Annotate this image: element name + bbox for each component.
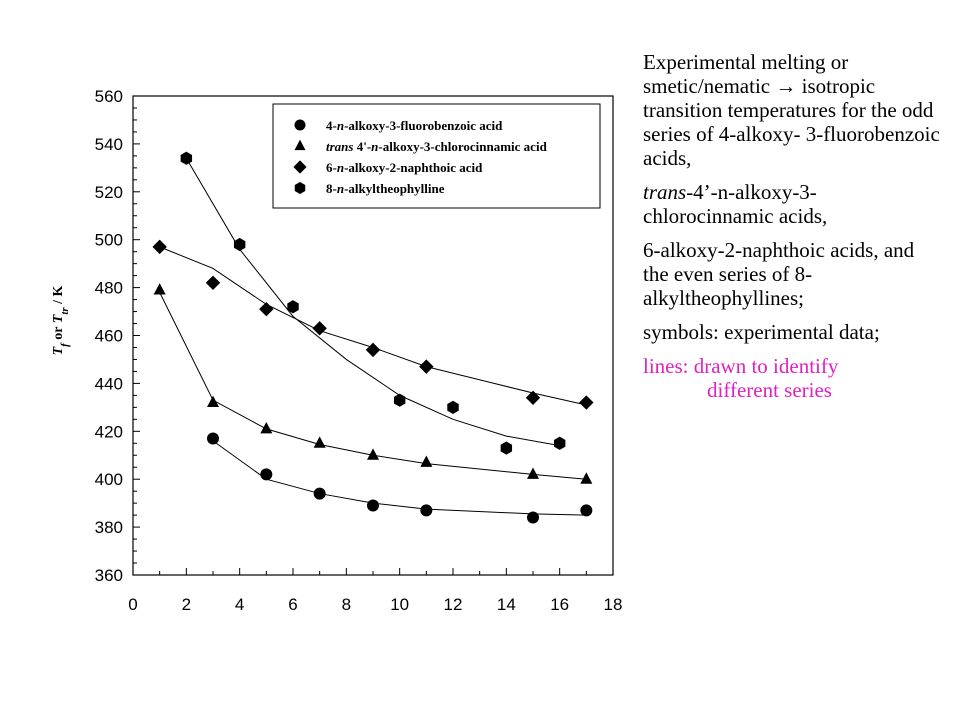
data-point-hexagon [233,237,246,252]
x-tick-label: 2 [182,595,191,614]
data-point-triangle [580,472,593,484]
y-tick-label: 420 [95,422,123,441]
data-point-triangle [313,436,326,448]
data-point-triangle [527,467,539,479]
series-line [159,292,587,480]
label-part: or [51,323,66,343]
label-part: n [337,181,344,196]
y-tick-label: 560 [95,87,123,106]
data-point-hexagon [500,441,513,455]
y-tick-label: 500 [95,231,123,250]
lines-note-line-1: lines: drawn to identify [643,354,839,378]
label-part: 4'- [353,139,371,154]
legend-marker-circle [294,119,306,131]
legend-box [272,103,601,209]
legend-label: 8-n-alkyltheophylline [326,181,445,196]
label-part: / K [51,285,66,307]
description-paragraph-2-rest: -4’-n-alkoxy-3-chlorocinnamic acids, [643,180,828,228]
data-point-circle [260,468,273,481]
data-point-triangle [367,448,379,460]
series-circle [207,432,593,524]
x-tick-label: 4 [235,595,244,614]
data-point-circle [207,432,219,445]
data-point-diamond [152,239,167,255]
data-point-circle [420,504,433,517]
label-part: -alkoxy-3-chlorocinnamic acid [378,139,547,154]
x-tick-label: 6 [288,595,297,614]
data-point-circle [580,504,593,517]
series-diamond [152,239,594,410]
label-part: -alkoxy-2-naphthoic acid [344,160,483,175]
y-tick-label: 540 [95,135,123,154]
data-point-circle [367,499,379,512]
label-part: trans [326,139,353,154]
label-part: T [51,345,66,355]
description-panel: Experimental melting or smetic/nematic →… [643,50,943,412]
x-tick-label: 10 [390,595,409,614]
data-point-circle [313,487,326,500]
data-point-diamond [259,301,274,317]
x-tick-label: 16 [550,595,569,614]
label-part: 8- [326,181,337,196]
chart: 0 2 4 6 8 10 12 14 16 18 360 380 400 420 440 460 480 500 5… [51,87,623,614]
description-paragraph-3: 6-alkoxy-2-naphthoic acids, and the even… [643,238,915,310]
x-tick-label: 14 [497,595,516,614]
x-tick-label: 12 [444,595,463,614]
series-hexagon [180,151,566,455]
data-point-hexagon [180,151,193,165]
data-point-hexagon [287,300,299,314]
legend-marker-diamond [293,160,307,174]
data-point-triangle [260,422,273,434]
legend-label: 6-n-alkoxy-2-naphthoic acid [326,160,483,175]
description-paragraph-1: Experimental melting or smetic/nematic →… [643,50,940,170]
legend-marker-triangle [294,139,306,151]
data-point-diamond [419,359,434,374]
x-tick-label: 8 [342,595,351,614]
y-tick-label: 480 [95,279,123,298]
label-part: n [371,139,378,154]
trans-prefix: trans [643,180,687,204]
label-part: T [51,313,66,323]
label-part: tr [59,307,71,315]
data-point-triangle [420,455,433,467]
label-part: n [337,160,344,175]
data-point-hexagon [447,400,459,414]
data-point-diamond [312,321,327,336]
series-line [185,158,560,447]
data-point-circle [527,511,539,524]
lines-note-line-2: different series [707,378,832,402]
data-point-triangle [153,283,166,295]
label-part: f [59,342,71,347]
data-point-triangle [207,395,219,408]
y-tick-label: 360 [95,566,123,585]
data-point-diamond [579,395,594,410]
label-part: -alkoxy-3-fluorobenzoic acid [344,118,503,133]
data-point-hexagon [393,393,406,407]
data-point-diamond [365,342,381,358]
x-tick-label: 0 [128,595,137,614]
data-point-hexagon [553,436,566,450]
legend-label: trans 4'-n-alkoxy-3-chlorocinnamic acid [326,139,548,154]
label-part: 6- [326,160,337,175]
label-part: -alkyltheophylline [344,181,445,196]
y-tick-label: 440 [95,374,123,393]
series-line [159,246,587,406]
x-tick-label: 18 [604,595,623,614]
label-part: 4- [326,118,337,133]
data-point-diamond [525,390,541,405]
data-point-diamond [205,275,221,291]
label-part: n [337,118,344,133]
y-tick-label: 460 [95,327,123,346]
description-paragraph-2: trans-4’-n-alkoxy-3-chlorocinnamic acids… [643,180,943,228]
series-triangle [153,283,593,484]
y-tick-label: 520 [95,183,123,202]
y-tick-label: 400 [95,470,123,489]
description-paragraph-4: symbols: experimental data; [643,320,880,344]
description-paragraph-5: lines: drawn to identify different serie… [643,354,943,402]
y-axis-label: Tf or Ttr / K [51,285,71,355]
legend-marker-hexagon [294,181,306,195]
legend-label: 4-n-alkoxy-3-fluorobenzoic acid [326,118,503,133]
y-tick-label: 380 [95,518,123,537]
